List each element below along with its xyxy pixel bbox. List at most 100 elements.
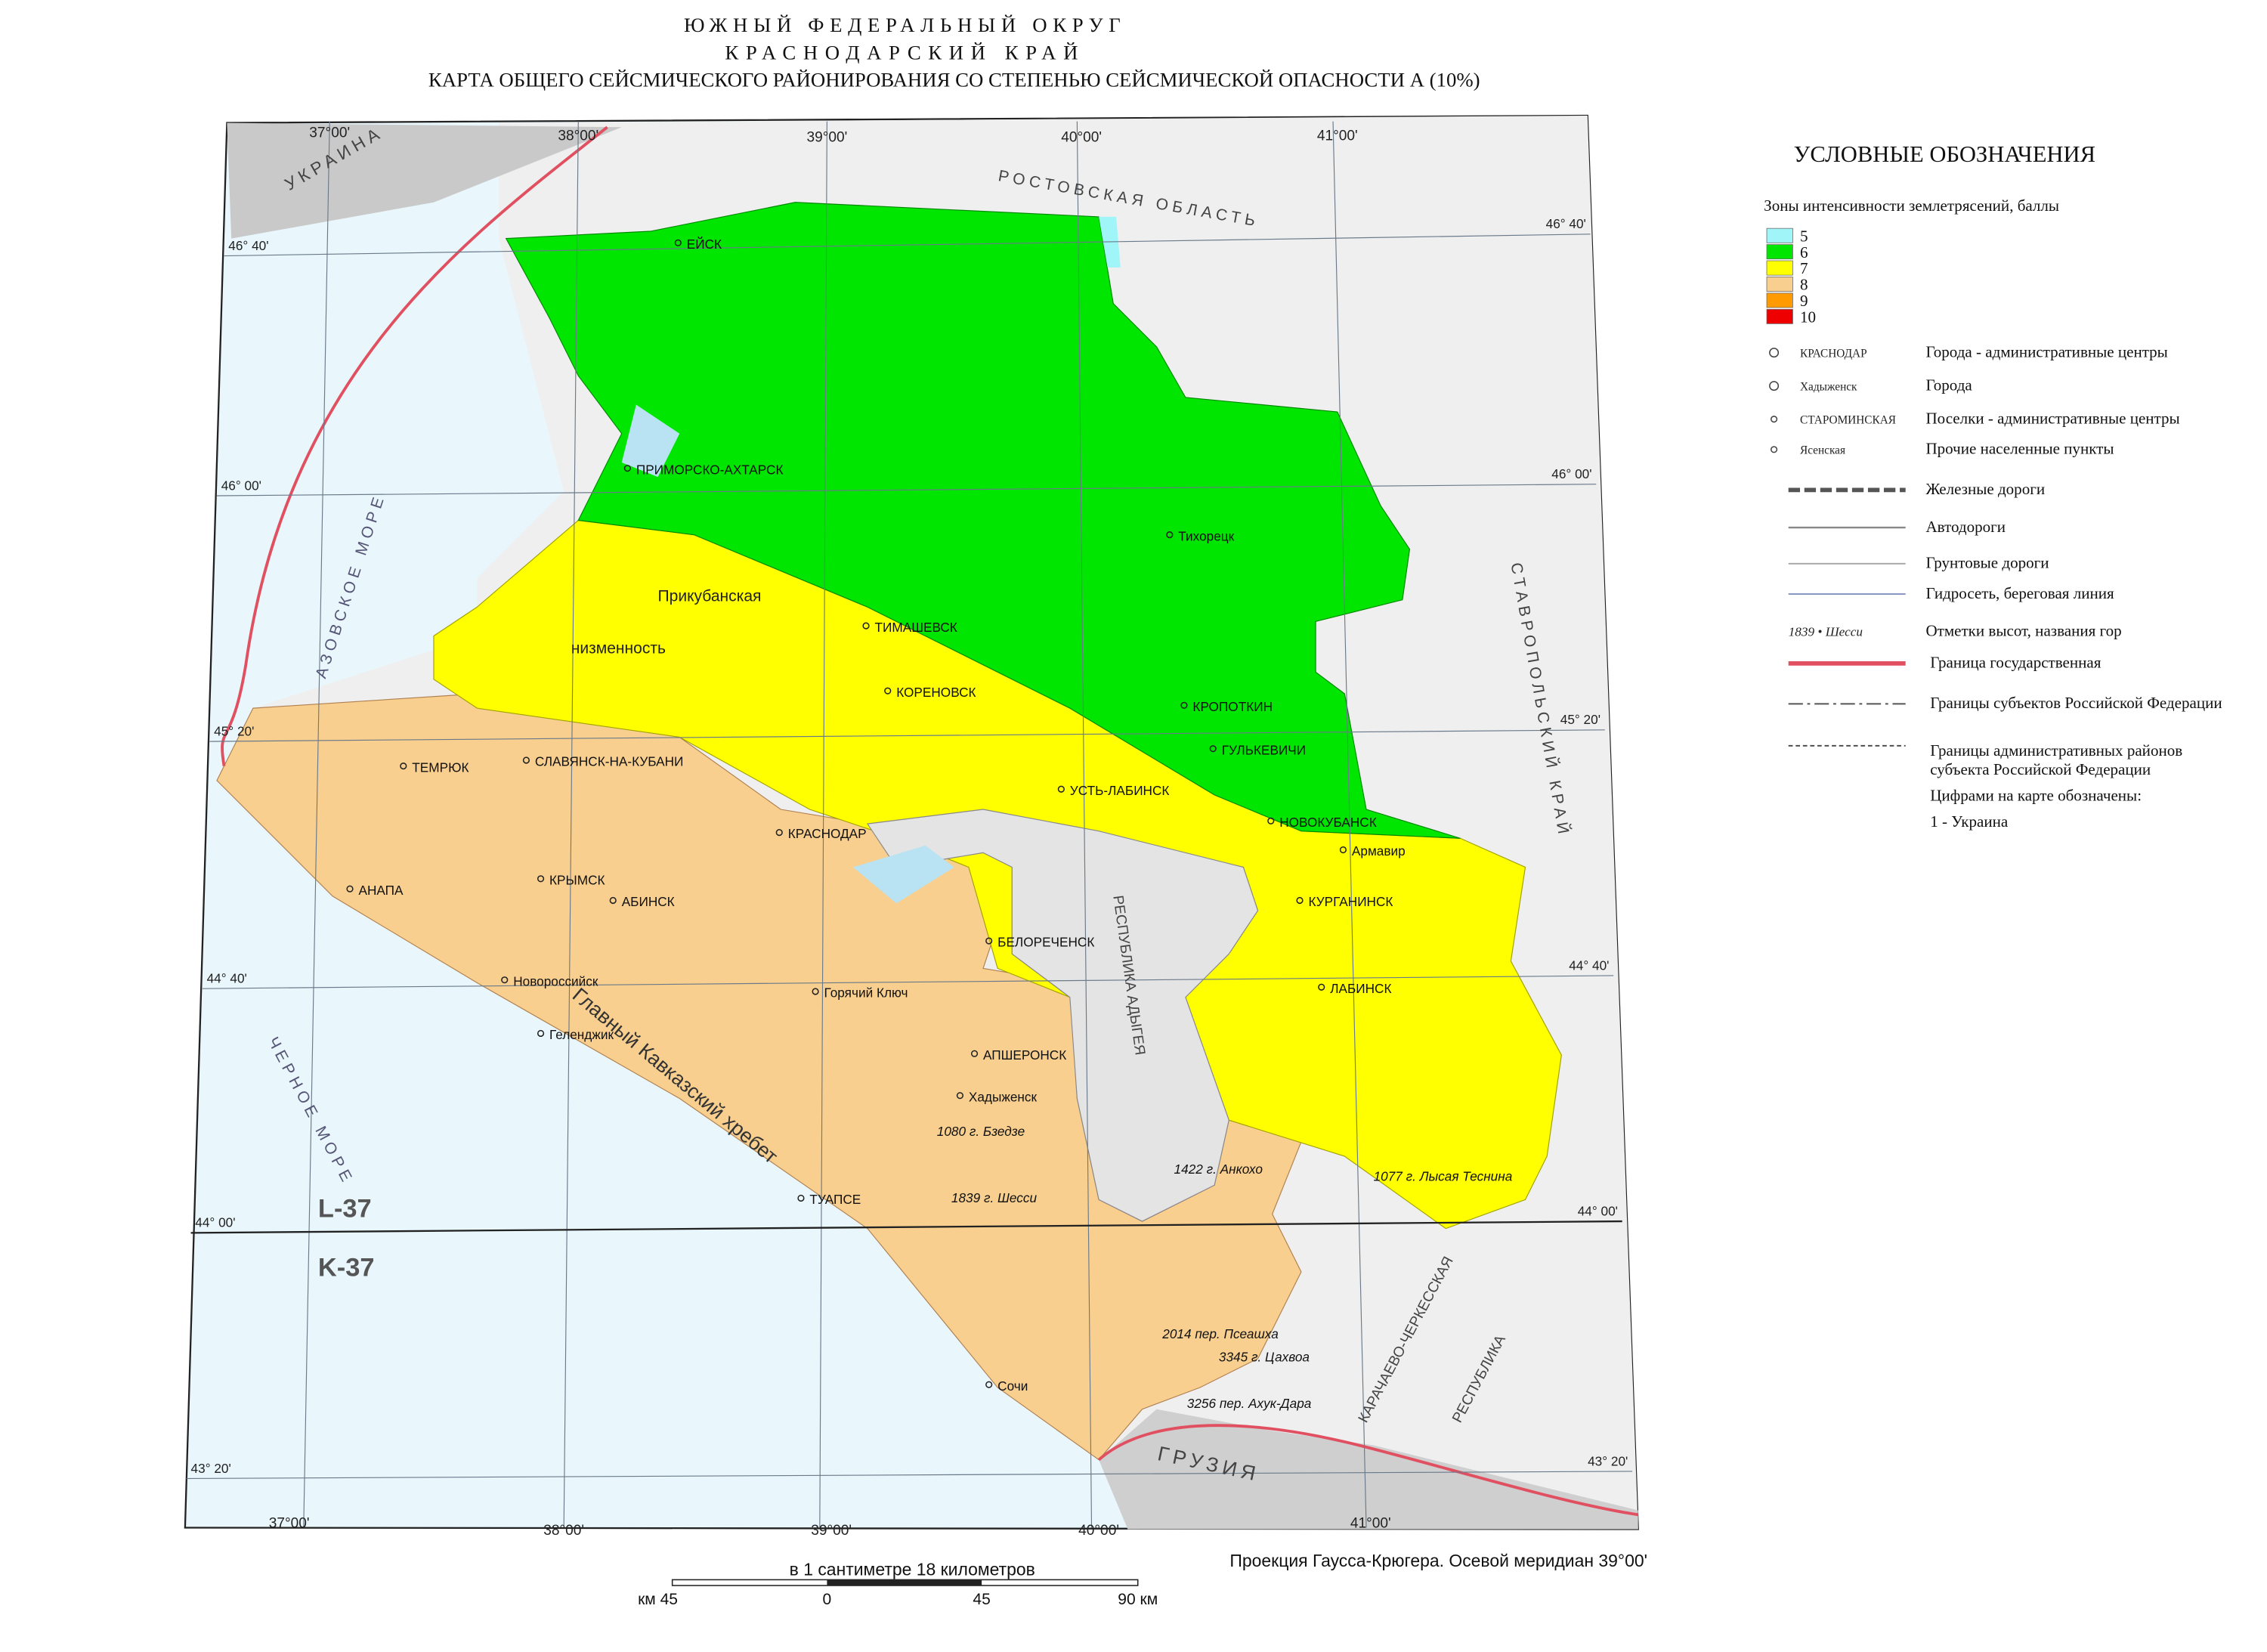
city-marker (956, 1092, 963, 1100)
legend-description: Железные дороги (1925, 480, 2045, 498)
city-label: Сочи (997, 1378, 1028, 1394)
state-border (1097, 1424, 1639, 1517)
meridian (819, 121, 827, 1528)
adygea-area (866, 809, 1259, 1222)
city-label: Новороссийск (513, 973, 598, 988)
longitude-label: 37°00' (309, 125, 350, 141)
city-label: КУРГАНИНСК (1309, 894, 1393, 909)
legend-description: 1 - Украина (1930, 812, 2009, 831)
reservoir (852, 845, 954, 904)
longitude-label: 40°00' (1078, 1523, 1119, 1539)
legend-description: Города (1925, 376, 1972, 394)
longitude-label: 37°00' (269, 1516, 310, 1532)
city-marker (862, 622, 870, 630)
zone-label: 7 (1800, 259, 1808, 277)
city-marker (1209, 745, 1217, 753)
city-label: БЕЛОРЕЧЕНСК (997, 935, 1094, 950)
scale-bar-fill (827, 1579, 982, 1586)
region-label: низменность (571, 639, 666, 657)
latitude-label: 45° 20' (1560, 712, 1601, 727)
legend-description: Грунтовые дороги (1925, 554, 2049, 572)
city-label: СЛАВЯНСК-НА-КУБАНИ (535, 754, 684, 769)
legend-symbol-label: 1839 • Шесси (1789, 625, 1863, 639)
title-line: КАРТА ОБЩЕГО СЕЙСМИЧЕСКОГО РАЙОНИРОВАНИЯ… (428, 69, 1480, 91)
city-marker (400, 763, 407, 770)
zone-swatch (1766, 260, 1793, 276)
legend-description: Поселки - административные центры (1925, 409, 2179, 427)
parallel (202, 975, 1614, 989)
latitude-label: 46° 00' (221, 478, 261, 493)
region-label: K-37 (318, 1254, 375, 1282)
legend: УСЛОВНЫЕ ОБОЗНАЧЕНИЯ Зоны интенсивности з… (1764, 141, 2222, 831)
parallel (209, 729, 1605, 742)
zone-label: 6 (1800, 243, 1808, 261)
legend-description: Гидросеть, береговая линия (1925, 584, 2114, 602)
parallel (190, 1220, 1622, 1234)
longitude-label: 39°00' (811, 1523, 852, 1539)
legend-description: Границы административных районов (1930, 741, 2182, 759)
city-marker (501, 976, 509, 984)
legend-description: субъекта Российской Федерации (1930, 760, 2151, 778)
city-marker (884, 687, 892, 695)
latitude-label: 45° 20' (214, 723, 254, 738)
scale-tick-label: 90 км (1118, 1591, 1158, 1608)
peak-label: 1422 г. Анкохо (1174, 1162, 1263, 1177)
peak-label: 3256 пер. Ахук-Дара (1187, 1396, 1312, 1411)
meridian (1076, 121, 1093, 1528)
legend-description: Прочие населенные пункты (1925, 440, 2114, 458)
legend-description: Цифрами на карте обозначены: (1930, 787, 2142, 805)
title-line: КРАСНОДАРСКИЙ КРАЙ (725, 41, 1085, 63)
city-marker (1180, 701, 1188, 709)
city-marker (522, 756, 530, 764)
lagoon (621, 404, 680, 478)
parallel (216, 484, 1597, 497)
city-label: ЕЙСК (687, 237, 722, 252)
georgia-area (1099, 1409, 1638, 1530)
city-label: ЛАБИНСК (1330, 981, 1391, 996)
legend-subtitle: Зоны интенсивности землетрясений, баллы (1764, 196, 2059, 215)
city-label: КОРЕНОВСК (896, 685, 976, 700)
city-marker (985, 1381, 993, 1388)
legend-symbol-label: Хадыженск (1800, 380, 1857, 393)
latitude-label: 46° 40' (228, 238, 268, 253)
city-label: АБИНСК (622, 894, 675, 909)
city-marker (1267, 817, 1275, 824)
legend-symbol-label: КРАСНОДАР (1800, 347, 1867, 360)
city-marker (970, 1050, 979, 1057)
city-label: КРАСНОДАР (788, 826, 867, 841)
scale-tick-label: 45 (973, 1591, 990, 1608)
peak-label: 1080 г. Бзедзе (937, 1124, 1025, 1139)
peak-label: 1839 г. Шесси (951, 1190, 1038, 1205)
city-label: Тихорецк (1178, 528, 1234, 543)
parallel (224, 234, 1591, 257)
meridian (1332, 121, 1367, 1528)
latitude-label: 44° 00' (195, 1215, 235, 1230)
zone-swatch (1766, 277, 1793, 292)
city-marker (537, 1029, 545, 1038)
ukraine-area (227, 122, 622, 239)
latitude-label: 44° 40' (1569, 957, 1609, 973)
legend-title: УСЛОВНЫЕ ОБОЗНАЧЕНИЯ (1794, 141, 2095, 167)
legend-description: Города - административные центры (1925, 342, 2167, 360)
peak-label: 1077 г. Лысая Теснина (1374, 1169, 1513, 1184)
title-line: ЮЖНЫЙ ФЕДЕРАЛЬНЫЙ ОКРУГ (684, 14, 1126, 36)
legend-symbol (1769, 348, 1780, 358)
city-label: ТУАПСЕ (809, 1192, 861, 1207)
longitude-label: 38°00' (558, 128, 598, 144)
city-label: ТИМАШЕВСК (875, 620, 957, 635)
city-marker (812, 988, 819, 995)
city-marker (346, 885, 354, 893)
zone-swatch (1766, 308, 1793, 324)
scale-label: в 1 сантиметре 18 километров (790, 1560, 1035, 1579)
legend-description: Границы субъектов Российской Федерации (1930, 694, 2222, 712)
city-label: КРОПОТКИН (1192, 699, 1273, 714)
state-border (221, 125, 608, 766)
longitude-label: 40°00' (1061, 129, 1102, 145)
zone-label: 5 (1800, 227, 1808, 245)
zone-swatch (1766, 244, 1793, 260)
region-label: L-37 (318, 1194, 372, 1223)
city-label: НОВОКУБАНСК (1279, 815, 1377, 830)
meridian (563, 121, 579, 1528)
